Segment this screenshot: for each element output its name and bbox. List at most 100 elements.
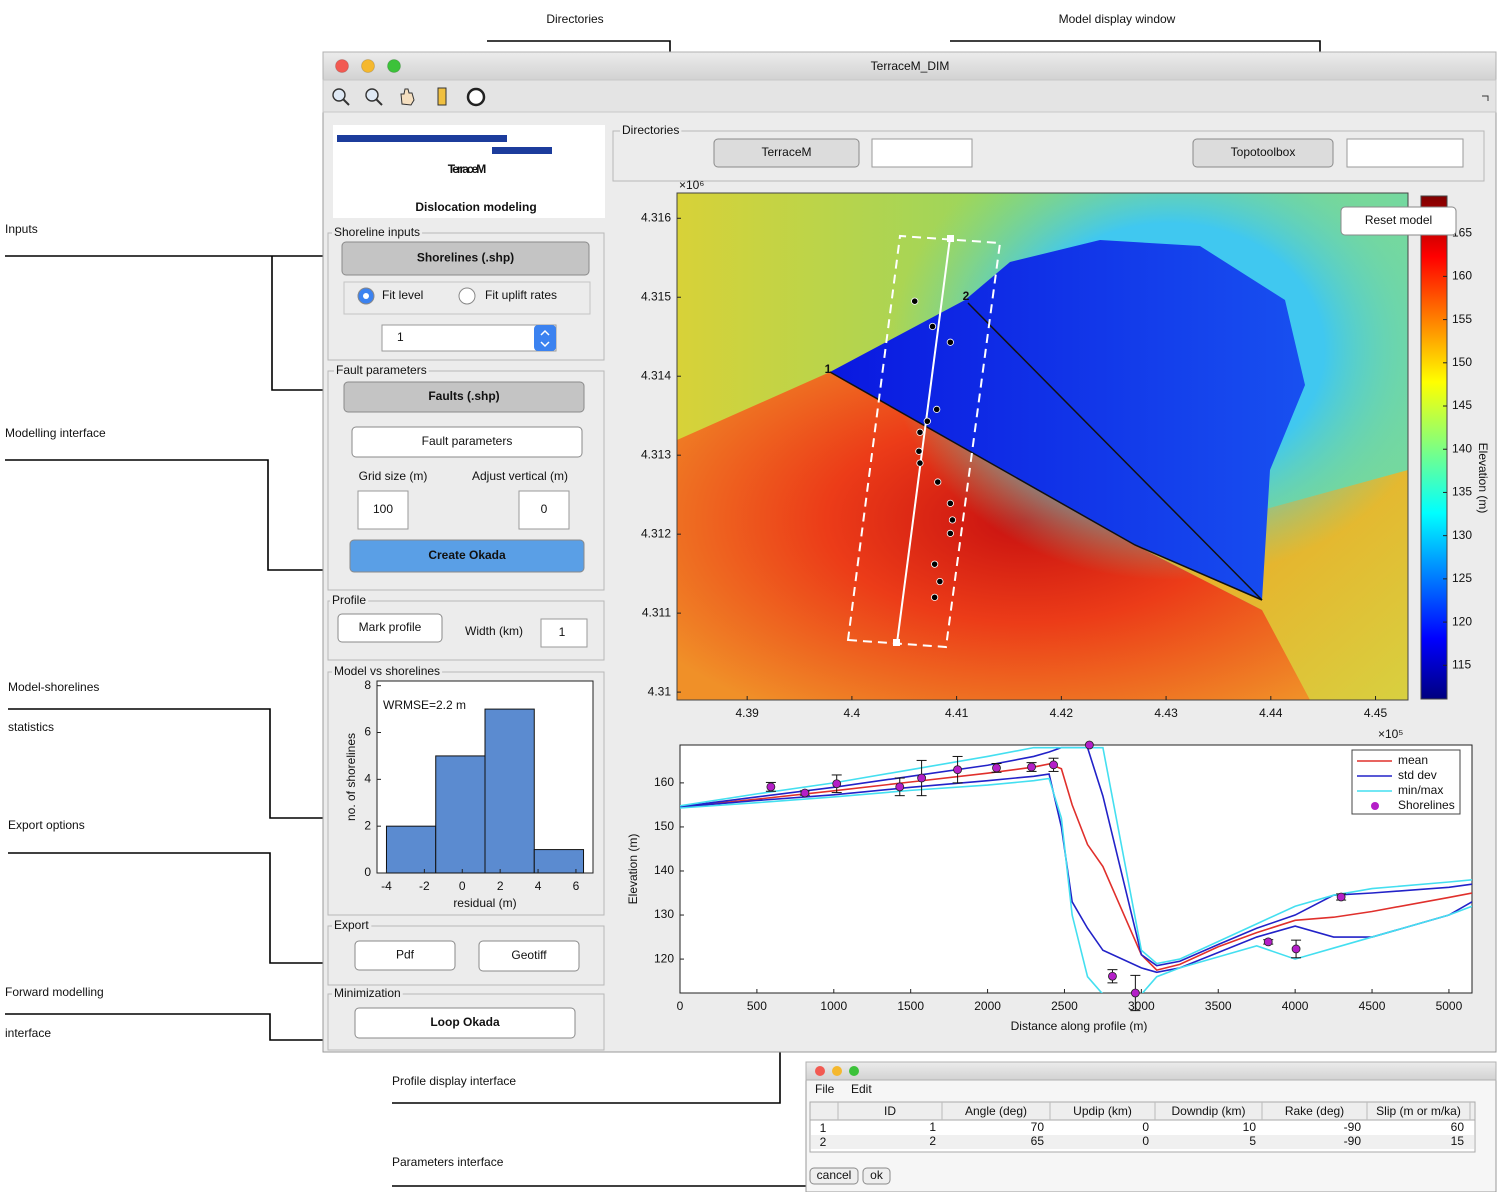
create-okada-button[interactable] — [349, 539, 585, 573]
table-cell: 60 — [1451, 1120, 1465, 1134]
x-tick-label: 3500 — [1205, 999, 1232, 1013]
adjust-vertical-input[interactable] — [518, 490, 570, 530]
reset-model-button-label[interactable]: Reset model — [1365, 213, 1432, 227]
faults-button[interactable] — [343, 381, 585, 413]
shoreline-marker — [992, 763, 1001, 773]
reset-model-button[interactable] — [1340, 206, 1457, 236]
grid-size-input[interactable] — [357, 490, 409, 530]
x-tick-label: 500 — [747, 999, 767, 1013]
mark-profile-button-label[interactable]: Mark profile — [359, 620, 422, 634]
profile-panel-title: Profile — [332, 593, 366, 607]
icon-lens — [365, 88, 379, 102]
fault-trace — [967, 302, 1263, 601]
shoreline-point — [946, 338, 954, 346]
colorbar-tick-label: 155 — [1452, 312, 1472, 326]
fault-label: 2 — [963, 289, 970, 303]
colorbar-tick-label: 140 — [1452, 441, 1472, 455]
terracem-path[interactable] — [871, 138, 973, 168]
create-okada-button-label[interactable]: Create Okada — [428, 548, 506, 562]
shorelines-button[interactable] — [341, 241, 590, 276]
radio-button[interactable] — [458, 287, 476, 305]
dropdown-stepper — [534, 325, 556, 351]
radio-label: Fit level — [382, 288, 423, 302]
colorbar-tick-label: 150 — [1452, 355, 1472, 369]
fault-parameters-button-label[interactable]: Fault parameters — [422, 434, 513, 448]
terracem-button-label[interactable]: TerraceM — [761, 145, 811, 159]
cancel-button[interactable] — [809, 1167, 859, 1185]
leader-line — [5, 459, 332, 571]
fault-label: 1 — [825, 362, 832, 376]
x-exponent: ×10⁵ — [1378, 727, 1403, 741]
column-header: Updip (km) — [1073, 1104, 1132, 1118]
x-axis-label: Distance along profile (m) — [1011, 1019, 1148, 1033]
width-input[interactable] — [540, 618, 588, 648]
legend-label: std dev — [1398, 768, 1437, 782]
toolbar-icon[interactable] — [332, 88, 350, 106]
window-button[interactable] — [849, 1066, 859, 1076]
shoreline-point — [946, 529, 954, 537]
geotiff-button-label[interactable]: Geotiff — [511, 948, 547, 962]
loop-okada-button-label[interactable]: Loop Okada — [430, 1015, 500, 1029]
toolbar-icon[interactable] — [466, 87, 486, 107]
menu-item[interactable]: File — [815, 1082, 835, 1096]
width-input-value: 1 — [559, 625, 566, 639]
table-cell: -90 — [1344, 1120, 1362, 1134]
topotoolbox-path[interactable] — [1346, 138, 1464, 168]
x-tick-label: 4.43 — [1154, 706, 1178, 720]
stepper-arrow — [540, 329, 550, 336]
toolbar-icon[interactable] — [365, 88, 383, 106]
shoreline-point — [948, 516, 957, 524]
annotation: statistics — [8, 720, 54, 734]
table-cell: 0 — [1142, 1120, 1149, 1134]
shoreline-point — [911, 297, 919, 305]
export-panel-title: Export — [334, 918, 369, 932]
loop-okada-button[interactable] — [354, 1007, 576, 1039]
shoreline-point — [946, 499, 954, 507]
shoreline-marker — [800, 788, 810, 798]
shorelines-button-label[interactable]: Shorelines (.shp) — [417, 251, 514, 265]
mark-profile-button[interactable] — [337, 613, 443, 643]
y-tick-label: 6 — [364, 725, 371, 739]
x-tick-label: 4000 — [1282, 999, 1309, 1013]
window-button[interactable] — [387, 59, 401, 73]
shoreline-marker — [953, 765, 962, 775]
table-cell: 10 — [1243, 1120, 1257, 1134]
shoreline-point — [916, 428, 924, 436]
x-tick-label: 4500 — [1359, 999, 1386, 1013]
terracem-button[interactable] — [713, 138, 860, 168]
radio-group — [343, 281, 591, 315]
profile-end — [893, 639, 900, 646]
y-tick-label: 4.311 — [642, 605, 671, 619]
pdf-button-label[interactable]: Pdf — [396, 948, 415, 962]
x-tick-label: 0 — [459, 879, 466, 893]
icon-lens — [332, 88, 346, 102]
topotoolbox-button-label[interactable]: Topotoolbox — [1231, 145, 1296, 159]
colorbar-tick-label: 165 — [1452, 225, 1472, 239]
dropdown[interactable] — [381, 324, 557, 352]
geotiff-button[interactable] — [478, 940, 580, 972]
y-tick-label: 0 — [364, 865, 371, 879]
y-axis-label: Elevation (m) — [626, 834, 640, 905]
window-title: TerraceM_DIM — [871, 59, 950, 73]
window-button[interactable] — [361, 59, 375, 73]
y-tick-label: 4.313 — [641, 447, 671, 461]
table-cell: 15 — [1451, 1134, 1465, 1148]
window-button[interactable] — [832, 1066, 842, 1076]
menu-item[interactable]: Edit — [851, 1082, 872, 1096]
table-cell: 70 — [1031, 1120, 1045, 1134]
annotation: Model-shorelines — [8, 680, 99, 694]
faults-button-label[interactable]: Faults (.shp) — [428, 389, 499, 403]
adjust-vertical-input-value: 0 — [541, 502, 548, 516]
topotoolbox-button[interactable] — [1192, 138, 1334, 168]
toolbar-icon[interactable] — [400, 88, 415, 106]
ok-button[interactable] — [862, 1167, 891, 1185]
shoreline-inputs — [327, 232, 605, 361]
pdf-button[interactable] — [354, 940, 456, 971]
window-button[interactable] — [815, 1066, 825, 1076]
cancel-button-label[interactable]: cancel — [817, 1168, 852, 1182]
window-button[interactable] — [335, 59, 349, 73]
x-tick-label: -4 — [381, 879, 392, 893]
fault-parameters-button[interactable] — [351, 426, 583, 458]
ok-button-label[interactable]: ok — [870, 1168, 884, 1182]
plot-frame — [676, 192, 1409, 701]
